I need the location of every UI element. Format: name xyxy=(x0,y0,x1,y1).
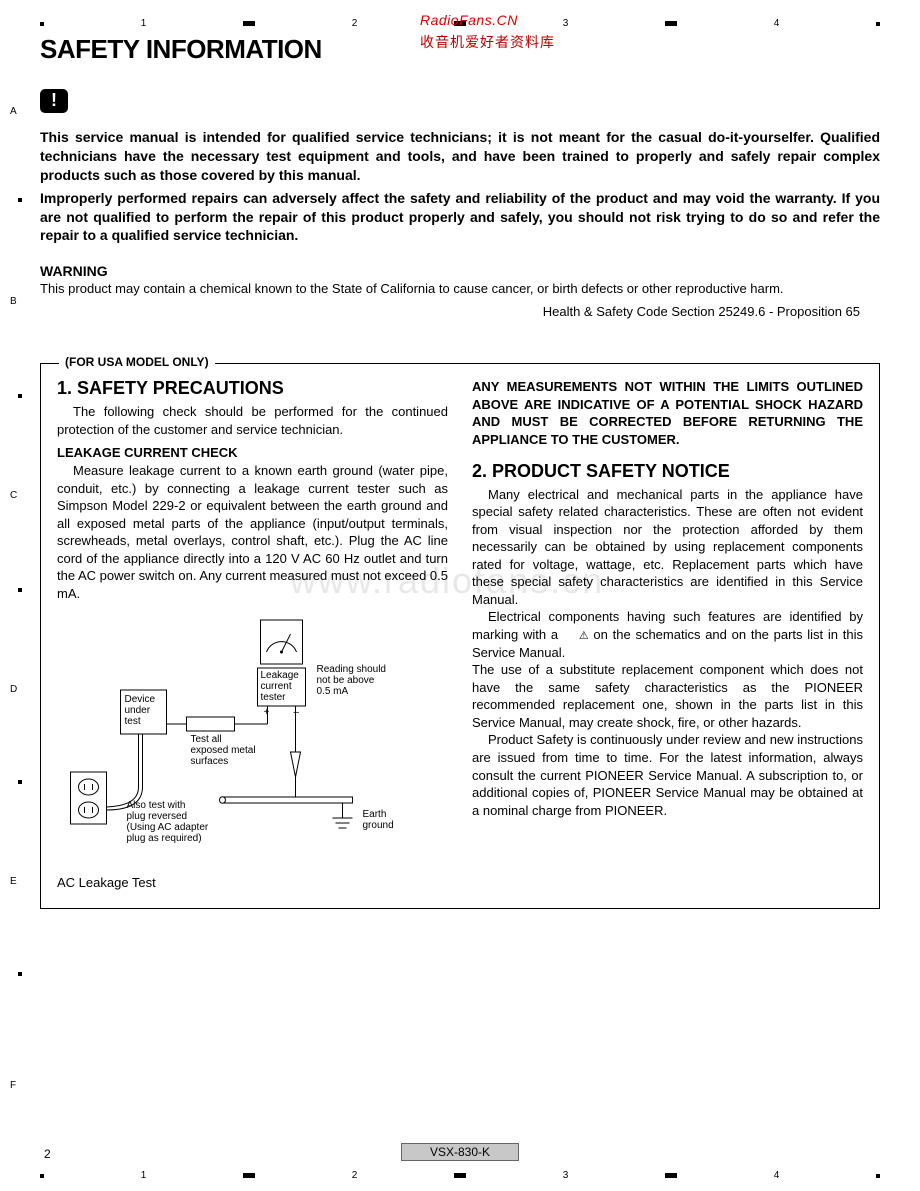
svg-text:Device: Device xyxy=(125,694,156,705)
svg-text:(Using AC adapter: (Using AC adapter xyxy=(127,822,209,833)
svg-text:0.5 mA: 0.5 mA xyxy=(317,686,349,697)
svg-text:+: + xyxy=(264,707,270,718)
svg-text:exposed metal: exposed metal xyxy=(191,745,256,756)
svg-text:surfaces: surfaces xyxy=(191,756,229,767)
svg-text:ground: ground xyxy=(363,820,394,831)
diagram-caption: AC Leakage Test xyxy=(57,874,448,892)
ruler-num: 3 xyxy=(563,18,569,29)
section2-p2: Electrical components having such featur… xyxy=(472,608,863,661)
section2-p3: The use of a substitute replacement comp… xyxy=(472,661,863,731)
intro-paragraph-1: This service manual is intended for qual… xyxy=(40,128,880,185)
watermark-url: RadioFans.CN xyxy=(420,12,518,28)
svg-text:plug as required): plug as required) xyxy=(127,833,202,844)
model-label: VSX-830-K xyxy=(401,1143,519,1161)
leakage-heading: LEAKAGE CURRENT CHECK xyxy=(57,444,448,462)
intro-paragraph-2: Improperly performed repairs can adverse… xyxy=(40,189,880,246)
left-column: 1. SAFETY PRECAUTIONS The following chec… xyxy=(57,378,448,892)
usa-box: (FOR USA MODEL ONLY) 1. SAFETY PRECAUTIO… xyxy=(40,363,880,909)
ruler-num: 1 xyxy=(141,18,147,29)
measurement-warning: ANY MEASUREMENTS NOT WITHIN THE LIMITS O… xyxy=(472,378,863,448)
triangle-icon: ⚠ xyxy=(563,629,589,644)
svg-text:under: under xyxy=(125,705,151,716)
section1-intro: The following check should be performed … xyxy=(57,403,448,438)
svg-text:Test all: Test all xyxy=(191,734,222,745)
leakage-diagram: Leakage current tester + – Reading shoul… xyxy=(57,612,448,872)
section1-heading: 1. SAFETY PRECAUTIONS xyxy=(57,378,448,399)
svg-text:Earth: Earth xyxy=(363,809,387,820)
section2-heading: 2. PRODUCT SAFETY NOTICE xyxy=(472,461,863,482)
side-letters: A B C D E F xyxy=(10,0,30,1191)
right-column: ANY MEASUREMENTS NOT WITHIN THE LIMITS O… xyxy=(472,378,863,892)
svg-text:test: test xyxy=(125,716,141,727)
ruler-bottom: 1 2 3 4 xyxy=(40,1170,880,1181)
svg-text:Reading should: Reading should xyxy=(317,664,387,675)
svg-text:tester: tester xyxy=(261,692,287,703)
svg-text:–: – xyxy=(294,707,300,718)
section2-p4: Product Safety is continuously under rev… xyxy=(472,731,863,819)
section2-p1: Many electrical and mechanical parts in … xyxy=(472,486,863,609)
watermark-cn: 收音机爱好者资料库 xyxy=(420,32,555,52)
svg-text:current: current xyxy=(261,681,292,692)
prop65-text: Health & Safety Code Section 25249.6 - P… xyxy=(40,304,860,319)
usa-label: (FOR USA MODEL ONLY) xyxy=(59,355,215,369)
svg-text:plug reversed: plug reversed xyxy=(127,811,188,822)
footer: VSX-830-K xyxy=(40,1143,880,1161)
warning-text: This product may contain a chemical know… xyxy=(40,281,880,296)
page-container: 1 2 3 4 A B C D E F RadioFans.CN 收音机爱好者资… xyxy=(40,0,880,1191)
alert-icon xyxy=(40,89,68,113)
warning-heading: WARNING xyxy=(40,263,880,279)
svg-text:Leakage: Leakage xyxy=(261,670,300,681)
ruler-num: 2 xyxy=(352,18,358,29)
leakage-text: Measure leakage current to a known earth… xyxy=(57,462,448,602)
svg-text:not be above: not be above xyxy=(317,675,375,686)
ruler-num: 4 xyxy=(774,18,780,29)
svg-text:Also test with: Also test with xyxy=(127,800,186,811)
